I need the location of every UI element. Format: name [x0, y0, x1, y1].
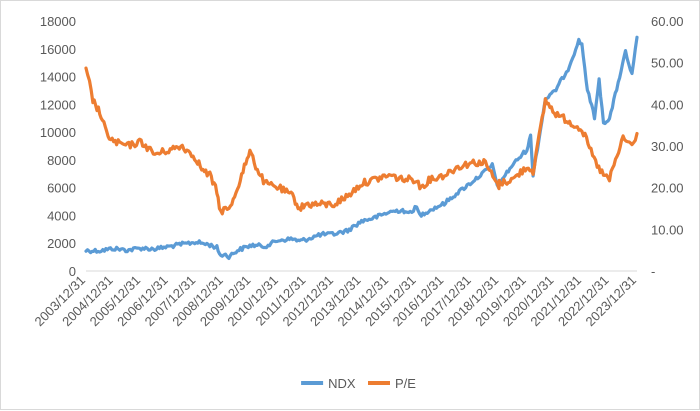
- series-line-ndx: [84, 35, 639, 260]
- series-layer: [84, 35, 639, 260]
- left-axis-ticks: 0 2000 4000 6000 8000 10000 12000 14000 16000 180…: [40, 14, 76, 279]
- left-y-tick-label: 12000: [40, 97, 76, 112]
- right-y-tick-label: 50.00: [651, 56, 684, 71]
- left-y-tick-label: 14000: [40, 70, 76, 85]
- left-y-tick-label: 0: [69, 264, 76, 279]
- right-y-tick-label: 60.00: [651, 14, 684, 29]
- right-y-tick-label: 40.00: [651, 97, 684, 112]
- left-y-tick-label: 18000: [40, 14, 76, 29]
- right-y-tick-label: 10.00: [651, 222, 684, 237]
- series-line-p-e: [84, 66, 639, 216]
- x-axis-ticks: 2003/12/312004/12/312005/12/312006/12/31…: [31, 273, 639, 330]
- left-y-tick-label: 10000: [40, 125, 76, 140]
- left-y-tick-label: 8000: [47, 153, 76, 168]
- left-y-tick-label: 2000: [47, 236, 76, 251]
- left-y-tick-label: 4000: [47, 208, 76, 223]
- right-y-tick-label: 20.00: [651, 181, 684, 196]
- right-axis-ticks: - 10.00 20.00 30.00 40.00 50.00 60.00: [651, 14, 684, 279]
- left-y-tick-label: 6000: [47, 181, 76, 196]
- left-y-tick-label: 16000: [40, 42, 76, 57]
- right-y-tick-label: 30.00: [651, 139, 684, 154]
- legend: NDX P/E: [301, 376, 416, 391]
- legend-label-ndx: NDX: [328, 376, 356, 391]
- legend-label-p-e: P/E: [395, 376, 416, 391]
- right-y-tick-label: -: [651, 264, 655, 279]
